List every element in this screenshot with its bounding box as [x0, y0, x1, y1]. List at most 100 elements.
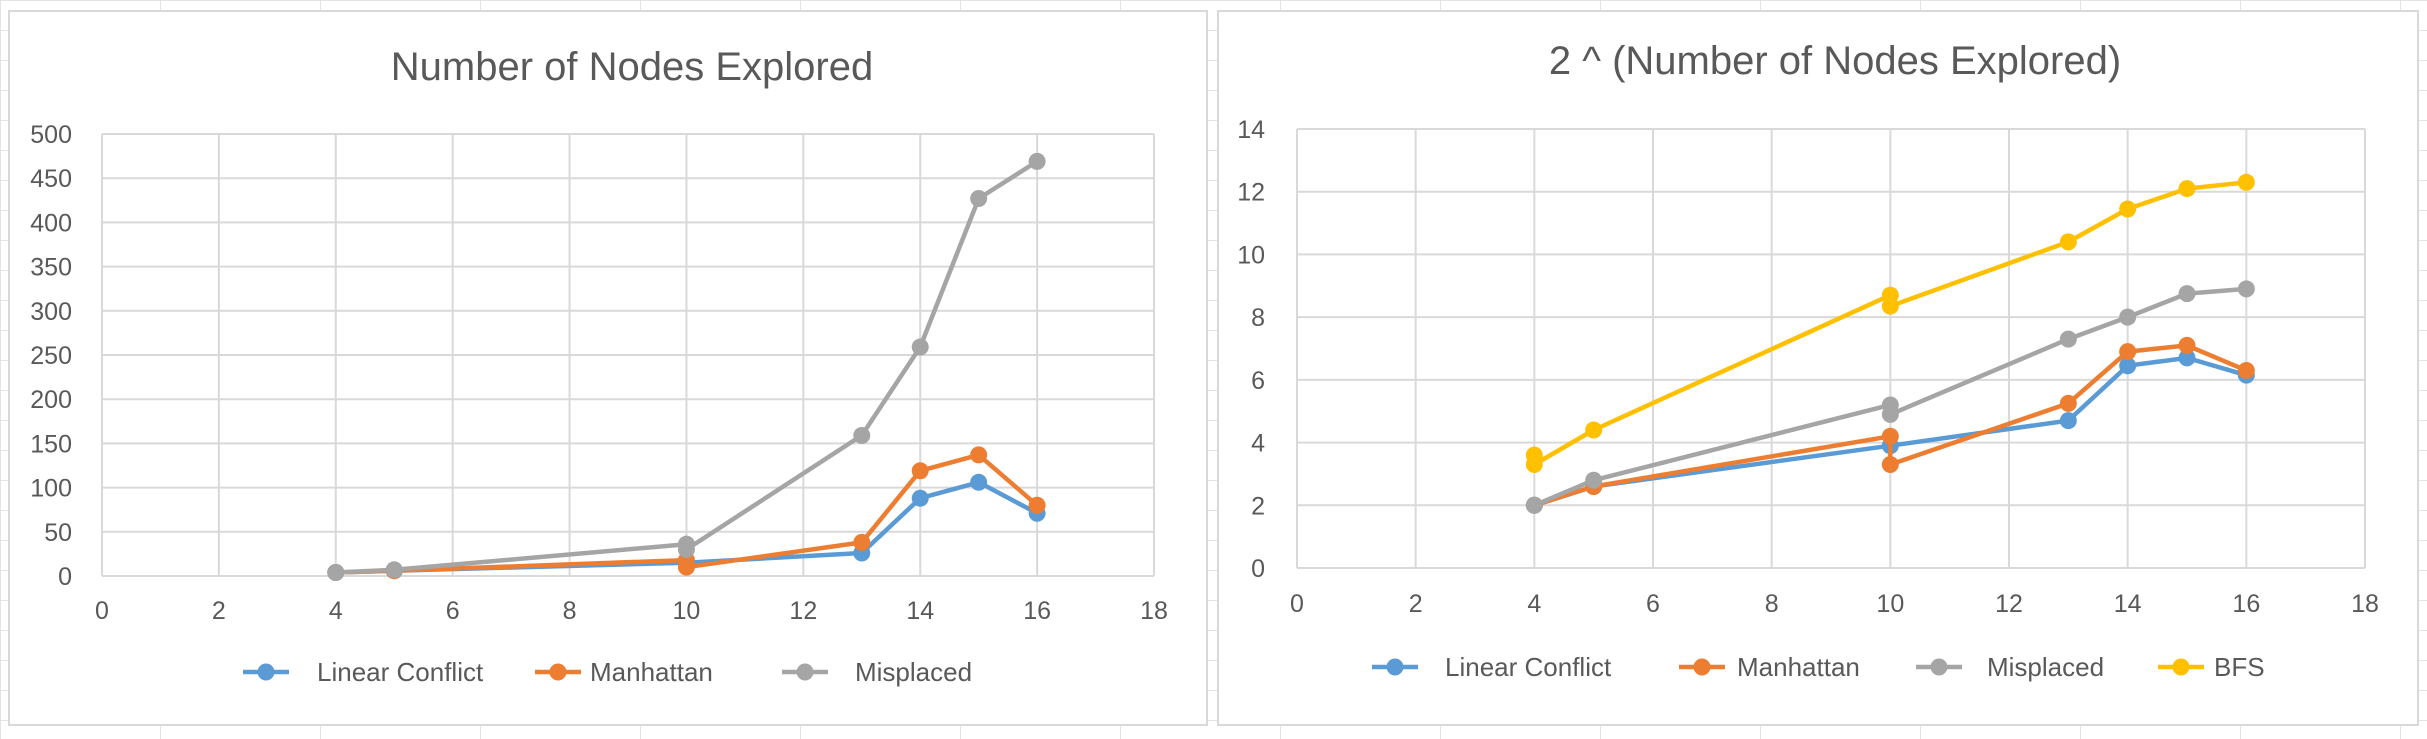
x-tick-label: 14 — [2114, 590, 2142, 618]
x-tick-label: 8 — [1765, 590, 1779, 618]
chart-log2-nodes-explored: 2 ^ (Number of Nodes Explored) 0 2 4 6 8 10 12 1… — [1237, 39, 2379, 682]
chart-title: Number of Nodes Explored — [391, 45, 873, 89]
y-tick-label: 500 — [30, 121, 72, 149]
legend-label: Manhattan — [1737, 652, 1860, 682]
data-point-linear-conflict[interactable] — [2119, 357, 2137, 375]
data-point-misplaced[interactable] — [853, 426, 871, 444]
legend-item-manhattan[interactable]: Manhattan — [1679, 652, 1860, 682]
data-point-misplaced[interactable] — [1028, 152, 1046, 170]
x-tick-label: 4 — [329, 597, 343, 625]
y-tick-label: 150 — [30, 430, 72, 458]
data-point-bfs[interactable] — [1585, 421, 1603, 439]
legend-item-linear-conflict[interactable]: Linear Conflict — [1372, 652, 1612, 682]
legend-item-bfs[interactable]: BFS — [2158, 652, 2265, 682]
legend-swatch-marker — [1930, 658, 1948, 676]
legend-swatch-marker — [2172, 658, 2190, 676]
y-tick-label: 0 — [1251, 555, 1265, 583]
chart-nodes-explored: Number of Nodes Explored0501001502002503… — [30, 45, 1168, 687]
y-tick-label: 50 — [44, 519, 72, 547]
data-point-manhattan[interactable] — [1881, 456, 1899, 474]
data-point-misplaced[interactable] — [970, 190, 988, 208]
series-line-misplaced — [335, 159, 1039, 575]
y-tick-label: 200 — [30, 386, 72, 414]
y-tick-label: 4 — [1251, 430, 1265, 458]
data-point-manhattan[interactable] — [677, 558, 695, 576]
x-tick-label: 12 — [789, 597, 817, 625]
legend-item-linear-conflict[interactable]: Linear Conflict — [243, 657, 484, 687]
data-point-misplaced[interactable] — [385, 561, 403, 579]
y-tick-label: 300 — [30, 298, 72, 326]
data-point-bfs[interactable] — [2119, 200, 2137, 218]
x-tick-label: 0 — [1290, 590, 1304, 618]
x-tick-label: 4 — [1527, 590, 1541, 618]
x-tick-label: 18 — [1140, 597, 1168, 625]
x-tick-label: 6 — [1646, 590, 1660, 618]
legend-item-manhattan[interactable]: Manhattan — [535, 657, 713, 687]
data-point-manhattan[interactable] — [2178, 336, 2196, 354]
data-point-manhattan[interactable] — [1028, 496, 1046, 514]
y-tick-label: 6 — [1251, 367, 1265, 395]
legend-swatch-marker — [257, 663, 275, 681]
data-point-manhattan[interactable] — [853, 533, 871, 551]
legend-swatch-marker — [796, 663, 814, 681]
data-point-bfs[interactable] — [1881, 297, 1899, 315]
data-point-manhattan[interactable] — [970, 446, 988, 464]
x-tick-label: 12 — [1995, 590, 2023, 618]
legend-label: Linear Conflict — [1445, 652, 1612, 682]
data-point-misplaced[interactable] — [327, 563, 345, 581]
chart-panel-nodes-explored[interactable]: Number of Nodes Explored 0 50 100 150 200 250 3… — [8, 10, 1208, 726]
y-tick-label: 350 — [30, 254, 72, 282]
legend-label: Misplaced — [1987, 652, 2104, 682]
y-tick-label: 400 — [30, 209, 72, 237]
legend-item-misplaced[interactable]: Misplaced — [1916, 652, 2104, 682]
data-point-bfs[interactable] — [2178, 180, 2196, 198]
chart-title: 2 ^ (Number of Nodes Explored) — [1549, 39, 2121, 83]
legend-label: Misplaced — [855, 657, 972, 687]
x-tick-label: 6 — [446, 597, 460, 625]
data-point-misplaced[interactable] — [1525, 496, 1543, 514]
data-point-linear-conflict[interactable] — [2178, 349, 2196, 367]
data-point-linear-conflict[interactable] — [911, 489, 929, 507]
x-tick-label: 2 — [212, 597, 226, 625]
data-point-manhattan[interactable] — [911, 462, 929, 480]
x-tick-label: 10 — [1876, 590, 1904, 618]
series-line-misplaced — [1533, 286, 2247, 508]
y-tick-label: 0 — [58, 563, 72, 591]
x-tick-label: 14 — [906, 597, 934, 625]
legend-label: Linear Conflict — [317, 657, 484, 687]
legend-label: BFS — [2214, 652, 2265, 682]
data-point-misplaced[interactable] — [911, 338, 929, 356]
y-tick-label: 12 — [1237, 179, 1265, 207]
y-tick-label: 250 — [30, 342, 72, 370]
data-point-misplaced[interactable] — [2237, 280, 2255, 298]
data-point-linear-conflict[interactable] — [970, 473, 988, 491]
y-tick-label: 2 — [1251, 492, 1265, 520]
data-point-linear-conflict[interactable] — [2059, 412, 2077, 430]
data-point-misplaced[interactable] — [1881, 405, 1899, 423]
data-point-manhattan[interactable] — [2237, 361, 2255, 379]
y-tick-label: 450 — [30, 165, 72, 193]
x-tick-label: 8 — [563, 597, 577, 625]
data-point-manhattan[interactable] — [2059, 394, 2077, 412]
data-point-misplaced[interactable] — [2059, 330, 2077, 348]
series-line-manhattan — [1533, 343, 2248, 508]
data-point-bfs[interactable] — [2237, 173, 2255, 191]
data-point-bfs[interactable] — [2059, 233, 2077, 251]
data-point-manhattan[interactable] — [2119, 343, 2137, 361]
legend-swatch-marker — [1386, 658, 1404, 676]
x-tick-label: 10 — [673, 597, 701, 625]
data-point-misplaced[interactable] — [1585, 471, 1603, 489]
series-line-manhattan — [335, 452, 1039, 575]
data-point-manhattan[interactable] — [1881, 427, 1899, 445]
data-point-misplaced[interactable] — [677, 540, 695, 558]
legend-item-misplaced[interactable]: Misplaced — [782, 657, 972, 687]
y-tick-label: 8 — [1251, 304, 1265, 332]
data-point-misplaced[interactable] — [2178, 285, 2196, 303]
y-tick-label: 14 — [1237, 116, 1265, 144]
data-point-bfs[interactable] — [1525, 456, 1543, 474]
x-tick-label: 16 — [1023, 597, 1051, 625]
legend-label: Manhattan — [590, 657, 713, 687]
chart-panel-log2-nodes-explored[interactable]: 2 ^ (Number of Nodes Explored) 0 2 4 6 8 10 12 1… — [1217, 10, 2419, 726]
data-point-misplaced[interactable] — [2119, 308, 2137, 326]
x-tick-label: 18 — [2351, 590, 2379, 618]
